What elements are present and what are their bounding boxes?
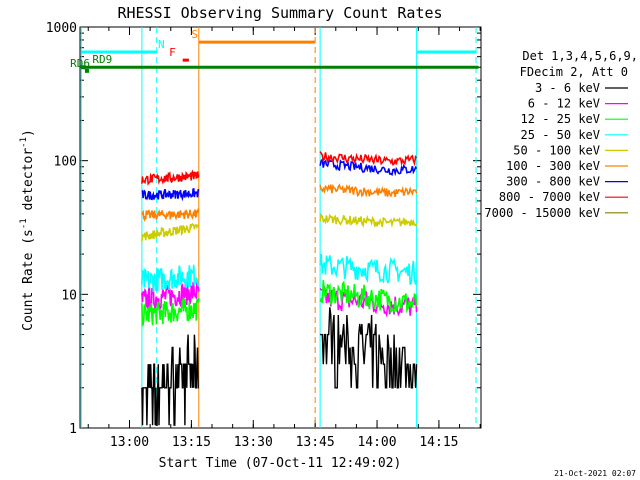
y-tick-label-2: 100 (54, 155, 77, 170)
series-4-segment-1 (319, 212, 418, 229)
legend-label-0: 3 - 6 keV (535, 81, 600, 95)
series-6-segment-1 (319, 157, 418, 177)
y-tick-label-0: 1 (69, 422, 77, 437)
series-5-segment-1 (319, 183, 418, 198)
legend-label-5: 100 - 300 keV (506, 159, 600, 173)
svg-text:Count Rate (s-1 detector-1): Count Rate (s-1 detector-1) (19, 129, 36, 331)
vertical-markers (80, 27, 477, 428)
x-tick-labels: 13:00 13:15 13:30 13:45 14:00 14:15 (110, 435, 459, 450)
legend: Det 1,3,4,5,6,9, FDecim 2, Att 0 3 - 6 k… (484, 49, 638, 220)
series-6-segment-0 (141, 188, 200, 202)
legend-label-1: 6 - 12 keV (528, 97, 600, 111)
x-tick-label-2: 13:30 (234, 435, 273, 450)
series-7-segment-0 (141, 169, 200, 186)
y-tick-labels: 1 10 100 1000 (46, 21, 77, 437)
x-tick-label-4: 14:00 (357, 435, 396, 450)
plot-frame (79, 26, 482, 429)
series-0-segment-0 (141, 334, 199, 426)
series-3-segment-0 (141, 264, 200, 292)
x-tick-label-5: 14:15 (419, 435, 458, 450)
legend-label-7: 800 - 7000 keV (499, 190, 600, 204)
x-tick-label-3: 13:45 (296, 435, 335, 450)
y-axis-label-sup2: -1 (19, 137, 29, 148)
legend-label-8: 7000 - 15000 keV (484, 206, 600, 220)
flag-label-5: RD6 (70, 57, 90, 70)
legend-label-4: 50 - 100 keV (513, 143, 600, 157)
y-axis-label-close: ) (21, 129, 36, 137)
y-axis-label: Count Rate (s-1 detector-1) (19, 129, 36, 331)
legend-header-1: Det 1,3,4,5,6,9, (522, 49, 638, 63)
y-axis-label-rest: detector (21, 148, 36, 219)
flag-mark-5 (84, 68, 89, 73)
legend-label-6: 300 - 800 keV (506, 175, 600, 189)
series-2-segment-0 (141, 296, 200, 327)
axis-ticks (80, 26, 481, 429)
y-axis-label-sup1: -1 (19, 218, 29, 229)
y-tick-label-1: 10 (61, 288, 77, 303)
series-4-segment-0 (141, 222, 200, 242)
series-0-segment-1 (320, 307, 418, 389)
x-axis-label: Start Time (07-Oct-11 12:49:02) (159, 456, 402, 471)
series-5-segment-0 (141, 207, 200, 223)
x-tick-label-0: 13:00 (110, 435, 149, 450)
chart-title: RHESSI Observing Summary Count Rates (117, 4, 442, 22)
series-2-segment-1 (319, 280, 418, 314)
flag-label-3: F (169, 46, 176, 59)
flag-label-2: S (191, 28, 198, 41)
legend-header-2: FDecim 2, Att 0 (520, 65, 628, 79)
legend-label-3: 25 - 50 keV (521, 128, 600, 142)
flag-label-0: N (158, 38, 165, 51)
flag-mark-4 (81, 65, 86, 70)
series-layer (141, 151, 418, 426)
series-3-segment-1 (319, 253, 418, 286)
y-tick-label-3: 1000 (46, 21, 77, 36)
legend-label-2: 12 - 25 keV (521, 112, 600, 126)
footer-date: 21-Oct-2021 02:07 (554, 469, 636, 478)
flag-label-4: RD9 (92, 53, 112, 66)
series-7-segment-1 (319, 151, 418, 167)
y-axis-label-main: Count Rate (s (21, 229, 36, 331)
x-tick-label-1: 13:15 (172, 435, 211, 450)
